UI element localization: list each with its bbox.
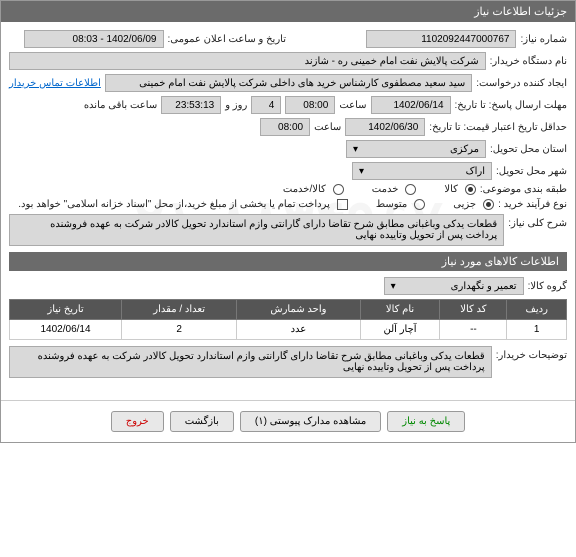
exit-button[interactable]: خروج [111,411,164,432]
province-value: مرکزی [450,144,479,155]
time-label-1: ساعت [339,100,366,111]
contact-link[interactable]: اطلاعات تماس خریدار [9,78,101,89]
table-row[interactable]: 1 -- آچار آلن عدد 2 1402/06/14 [10,320,567,340]
group-value: تعمیر و نگهداری [451,281,517,292]
goods-section-title: اطلاعات کالاهای مورد نیاز [9,252,567,271]
announce-label: تاریخ و ساعت اعلان عمومی: [168,34,287,45]
cat-service-label: خدمت [372,184,399,195]
province-label: استان محل تحویل: [490,144,567,155]
validity-label: حداقل تاریخ اعتبار قیمت: تا تاریخ: [429,122,567,133]
city-value: اراک [466,166,485,177]
creator-field: سید سعید مصطفوی کارشناس خرید های داخلی ش… [105,74,472,92]
td-code: -- [440,320,507,340]
th-row: ردیف [507,300,567,320]
desc-field: قطعات یدکی وباغبانی مطابق شرح تقاضا دارا… [9,214,504,246]
city-select[interactable]: اراک ▾ [352,162,492,180]
province-select[interactable]: مرکزی ▾ [346,140,486,158]
proc-med-label: متوسط [376,199,407,210]
city-label: شهر محل تحویل: [496,166,567,177]
announce-field: 1402/06/09 - 08:03 [24,30,164,48]
td-name: آچار آلن [360,320,440,340]
process-label: نوع فرآیند خرید : [498,199,567,210]
countdown-field: 23:53:13 [161,96,221,114]
req-number-label: شماره نیاز: [520,34,567,45]
chevron-down-icon-3: ▾ [391,281,396,292]
send-deadline-label: مهلت ارسال پاسخ: تا تاریخ: [455,100,567,111]
goods-table: ردیف کد کالا نام کالا واحد شمارش تعداد /… [9,299,567,340]
req-number-field: 1102092447000767 [366,30,516,48]
proc-low-label: جزیی [453,199,476,210]
days-unit: روز و [225,100,247,111]
payment-note: پرداخت تمام یا بخشی از مبلغ خرید،از محل … [18,199,330,210]
td-row: 1 [507,320,567,340]
remaining-label: ساعت باقی مانده [84,100,157,111]
td-date: 1402/06/14 [10,320,122,340]
radio-service[interactable] [405,184,416,195]
th-qty: تعداد / مقدار [122,300,237,320]
validity-time-field: 08:00 [260,118,310,136]
radio-low[interactable] [483,199,494,210]
th-unit: واحد شمارش [237,300,360,320]
time-label-2: ساعت [314,122,341,133]
group-select[interactable]: تعمیر و نگهداری ▾ [384,277,524,295]
td-qty: 2 [122,320,237,340]
send-time-field: 08:00 [285,96,335,114]
cat-goods-label: کالا [444,184,458,195]
group-label: گروه کالا: [528,281,567,292]
main-container: جزئیات اطلاعات نیاز شماره نیاز: 11020924… [0,0,576,443]
buyer-notes-field: قطعات یدکی وباغبانی مطابق شرح تقاضا دارا… [9,346,492,378]
th-name: نام کالا [360,300,440,320]
org-field: شرکت پالایش نفت امام خمینی ره - شازند [9,52,486,70]
cat-both-label: کالا/خدمت [283,184,326,195]
payment-checkbox[interactable] [337,199,348,210]
org-label: نام دستگاه خریدار: [490,56,567,67]
th-code: کد کالا [440,300,507,320]
chevron-down-icon: ▾ [353,144,358,155]
creator-label: ایجاد کننده درخواست: [476,78,567,89]
respond-button[interactable]: پاسخ به نیاز [387,411,465,432]
td-unit: عدد [237,320,360,340]
category-label: طبقه بندی موضوعی: [480,184,567,195]
chevron-down-icon-2: ▾ [359,166,364,177]
back-button[interactable]: بازگشت [170,411,234,432]
radio-both[interactable] [333,184,344,195]
footer-buttons: پاسخ به نیاز مشاهده مدارک پیوستی (۱) باز… [1,400,575,442]
radio-goods[interactable] [465,184,476,195]
validity-date-field: 1402/06/30 [345,118,425,136]
radio-med[interactable] [414,199,425,210]
days-field: 4 [251,96,281,114]
send-date-field: 1402/06/14 [371,96,451,114]
th-date: تاریخ نیاز [10,300,122,320]
buyer-notes-label: توضیحات خریدار: [496,350,567,361]
attachments-button[interactable]: مشاهده مدارک پیوستی (۱) [240,411,381,432]
form-content: شماره نیاز: 1102092447000767 تاریخ و ساع… [1,22,575,390]
header-title: جزئیات اطلاعات نیاز [1,1,575,22]
desc-label: شرح کلی نیاز: [508,218,567,229]
